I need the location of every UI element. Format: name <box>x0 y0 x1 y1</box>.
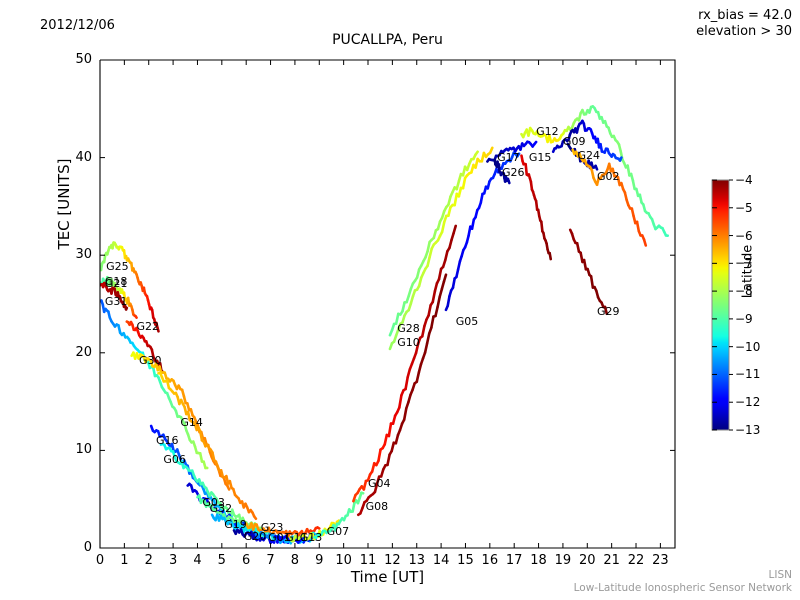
watermark: LISN Low-Latitude Ionospheric Sensor Net… <box>574 569 792 596</box>
satellite-label: G06 <box>163 453 186 467</box>
x-tick-label: 7 <box>266 553 275 568</box>
watermark-line-2: Low-Latitude Ionospheric Sensor Network <box>573 582 792 595</box>
satellite-label: G29 <box>597 304 620 318</box>
x-tick-label: 14 <box>432 553 450 568</box>
satellite-label: G19 <box>224 517 247 531</box>
x-tick-label: 16 <box>481 553 499 568</box>
satellite-label: G11 <box>285 531 308 545</box>
satellite-label: G13 <box>299 531 323 545</box>
satellite-label: G21 <box>104 277 128 291</box>
colorbar-tick-label: −7 <box>735 256 753 271</box>
satellite-label: G12 <box>536 125 559 139</box>
x-tick-label: 21 <box>603 553 620 568</box>
x-tick-label: 5 <box>217 553 226 568</box>
colorbar-tick-label: −5 <box>735 200 753 215</box>
satellite-label: G28 <box>397 322 420 336</box>
satellite-label: G05 <box>455 314 479 328</box>
x-tick-label: 9 <box>315 553 324 568</box>
satellite-label: G30 <box>138 353 162 367</box>
satellite-label: G22 <box>136 320 160 334</box>
x-tick-label: 19 <box>554 553 572 568</box>
x-tick-label: 20 <box>579 553 596 568</box>
x-tick-label: 6 <box>242 553 251 568</box>
y-tick-label: 10 <box>75 442 92 458</box>
colorbar-tick-label: −6 <box>735 228 753 243</box>
colorbar-tick-label: −8 <box>735 284 753 299</box>
x-tick-label: 22 <box>627 553 645 568</box>
colorbar-tick-label: −10 <box>735 339 761 354</box>
x-tick-label: 12 <box>384 553 401 568</box>
x-tick-label: 11 <box>359 553 377 568</box>
colorbar-tick-label: −9 <box>735 311 753 326</box>
y-tick-label: 0 <box>83 540 92 555</box>
annotation-block: rx_bias = 42.0 elevation > 30 <box>696 8 792 41</box>
elevation-annotation: elevation > 30 <box>696 24 792 40</box>
satellite-label: G17 <box>497 150 520 164</box>
satellite-label: G32 <box>209 501 233 515</box>
satellite-label: G10 <box>397 336 420 350</box>
y-tick-label: 20 <box>75 344 92 360</box>
x-tick-label: 10 <box>335 553 352 568</box>
y-tick-label: 50 <box>75 52 92 67</box>
colorbar-tick-label: −11 <box>735 367 761 382</box>
colorbar-tick-label: −4 <box>735 173 753 187</box>
x-tick-label: 4 <box>193 553 202 568</box>
satellite-label: G15 <box>528 150 552 164</box>
satellite-label: G01 <box>268 531 291 545</box>
satellite-label: G23 <box>260 520 284 534</box>
x-tick-label: 23 <box>652 553 669 568</box>
satellite-label: G14 <box>180 416 203 430</box>
x-tick-label: 13 <box>408 553 425 568</box>
x-tick-label: 8 <box>290 553 300 568</box>
satellite-label: G20 <box>243 530 267 544</box>
satellite-label: G24 <box>577 148 601 162</box>
x-tick-label: 18 <box>530 553 547 568</box>
colorbar-tick-label: −13 <box>735 423 761 437</box>
satellite-label: G26 <box>502 166 525 180</box>
satellite-label: G04 <box>368 476 391 490</box>
satellite-label: G18 <box>104 274 128 288</box>
satellite-label: G07 <box>326 525 350 539</box>
watermark-line-1: LISN <box>768 568 792 581</box>
y-tick-label: 40 <box>75 149 92 165</box>
colorbar-tick-label: −12 <box>735 395 761 410</box>
satellite-label: G09 <box>562 134 586 148</box>
x-tick-label: 17 <box>505 553 523 568</box>
date-label: 2012/12/06 <box>40 18 115 33</box>
y-tick-label: 30 <box>75 247 92 263</box>
satellite-label: G08 <box>365 500 389 513</box>
satellite-label: G02 <box>597 170 620 184</box>
x-tick-label: 0 <box>95 553 105 568</box>
page-title: PUCALLPA, Peru <box>332 32 443 48</box>
satellite-label: G03 <box>202 496 225 510</box>
satellite-label: G16 <box>156 433 179 447</box>
x-tick-label: 15 <box>457 553 474 568</box>
rx-bias-annotation: rx_bias = 42.0 <box>698 8 792 23</box>
x-axis-label: Time [UT] <box>350 568 425 586</box>
x-tick-label: 1 <box>120 553 129 568</box>
satellite-label: G31 <box>104 295 128 309</box>
satellite-label: G25 <box>106 259 129 273</box>
x-tick-label: 3 <box>168 553 178 568</box>
x-tick-label: 2 <box>144 553 153 568</box>
